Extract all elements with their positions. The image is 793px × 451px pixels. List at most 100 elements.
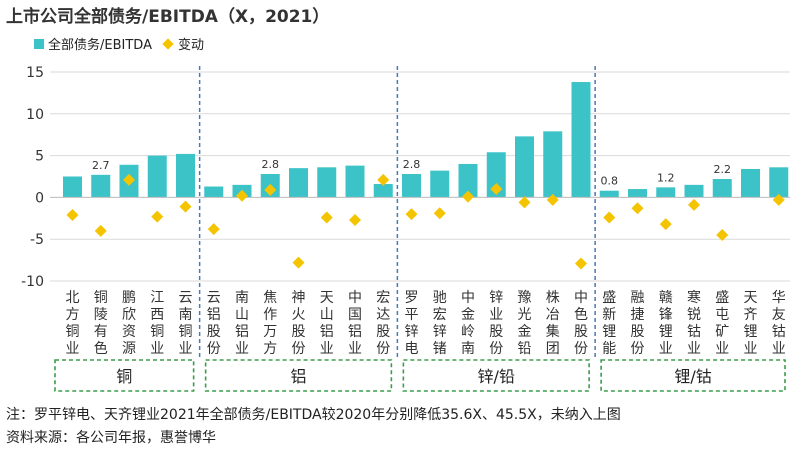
y-tick-label: -10: [21, 274, 44, 290]
category-label-char: 铝: [320, 324, 334, 340]
category-label-char: 业: [348, 341, 362, 357]
bar: [458, 163, 478, 198]
group-box: [402, 359, 590, 392]
group-box: [54, 359, 195, 392]
category-label-char: 南: [179, 307, 193, 323]
category-label-char: 资: [122, 324, 136, 340]
category-label-char: 达: [376, 307, 390, 323]
category-label-char: 业: [489, 307, 503, 323]
change-diamond: [320, 211, 333, 224]
category-label-char: 万: [263, 324, 277, 340]
category-label-char: 新: [602, 307, 616, 323]
change-diamond: [151, 210, 164, 223]
category-label-char: 宏: [376, 290, 390, 306]
legend-bar-label: 全部债务/EBITDA: [48, 38, 152, 53]
bar: [741, 168, 760, 198]
category-label-char: 云: [207, 290, 221, 306]
group-label: 铝: [290, 367, 306, 386]
bar: [317, 167, 337, 198]
category-label-char: 金: [518, 324, 532, 340]
bar-value-label: 2.8: [262, 158, 280, 171]
category-label-char: 锂: [602, 324, 616, 340]
category-label-char: 作: [263, 307, 277, 323]
bar: [656, 187, 676, 198]
category-label-char: 股: [207, 324, 221, 340]
bar: [684, 184, 704, 198]
category-label-char: 西: [150, 307, 164, 323]
category-label-char: 山: [235, 307, 249, 323]
category-label-char: 华: [772, 290, 786, 306]
bar: [543, 131, 563, 198]
category-label-char: 铅: [518, 341, 532, 357]
category-label-char: 集: [546, 323, 560, 340]
category-label-char: 业: [150, 341, 164, 357]
bar: [769, 167, 789, 198]
category-label-char: 铜: [179, 324, 193, 340]
change-diamond: [575, 257, 587, 270]
category-label-char: 山: [320, 307, 334, 323]
bar: [91, 174, 111, 198]
category-label-char: 宏: [433, 307, 447, 323]
legend-bar-swatch: [34, 38, 44, 49]
legend-item-diamond: 变动: [162, 34, 204, 53]
category-label-char: 业: [66, 341, 80, 357]
category-label-char: 份: [292, 341, 306, 357]
category-label-char: 源: [122, 341, 136, 357]
category-label-char: 份: [489, 341, 503, 357]
category-label-char: 铝: [235, 324, 249, 340]
change-diamond: [66, 208, 79, 221]
footnote: 注：罗平锌电、天齐锂业2021年全部债务/EBITDA较2020年分别降低35.…: [6, 407, 621, 423]
category-label-char: 份: [631, 341, 645, 357]
category-label-char: 中: [348, 290, 362, 306]
category-label-char: 份: [207, 341, 221, 357]
category-label-char: 欣: [122, 307, 136, 323]
y-tick-label: 5: [35, 149, 44, 165]
category-label-char: 南: [235, 290, 249, 306]
category-label-char: 寒: [687, 289, 701, 306]
change-diamond: [94, 224, 107, 237]
category-label-char: 业: [320, 341, 334, 357]
category-label-char: 齐: [744, 307, 758, 323]
category-label-char: 股: [489, 324, 503, 340]
category-label-char: 业: [235, 341, 249, 357]
category-label-char: 光: [518, 307, 532, 323]
category-label-char: 友: [772, 307, 786, 323]
bar: [345, 165, 365, 198]
category-label-char: 锐: [687, 307, 701, 323]
bar: [204, 186, 224, 198]
change-diamond: [179, 200, 192, 213]
bar: [571, 82, 591, 198]
category-label-char: 电: [405, 341, 419, 357]
category-label-char: 屯: [715, 307, 729, 323]
category-label-char: 方: [263, 341, 277, 357]
bar: [147, 155, 167, 198]
change-diamond: [207, 223, 220, 236]
category-label-char: 神: [292, 290, 306, 306]
legend-item-bar: 全部债务/EBITDA: [34, 34, 152, 53]
category-label-char: 铜: [94, 290, 108, 306]
category-label-char: 平: [405, 307, 419, 323]
change-diamond: [264, 183, 277, 196]
bar: [628, 189, 647, 198]
category-label-char: 色: [574, 306, 588, 323]
group-box: [600, 359, 786, 392]
category-label-char: 业: [715, 341, 729, 357]
bar: [515, 136, 534, 198]
category-label-char: 冶: [546, 307, 560, 323]
change-diamond: [377, 173, 390, 186]
category-label-char: 中: [574, 290, 588, 306]
category-label-char: 股: [292, 324, 306, 340]
y-tick-label: -5: [30, 232, 44, 248]
category-label-char: 盛: [602, 290, 616, 306]
group-label: 锂/钴: [674, 367, 711, 386]
change-diamond: [631, 202, 644, 215]
group-label: 锌/铅: [478, 367, 515, 386]
bar-value-label: 2.7: [92, 159, 110, 172]
category-label-char: 团: [546, 341, 560, 357]
bar-value-label: 2.2: [714, 163, 732, 176]
bar-value-label: 2.8: [403, 158, 421, 171]
category-label-char: 业: [659, 341, 673, 357]
category-label-char: 锌: [433, 324, 447, 340]
category-label-char: 赣: [659, 290, 673, 306]
category-label-char: 北: [66, 290, 80, 306]
